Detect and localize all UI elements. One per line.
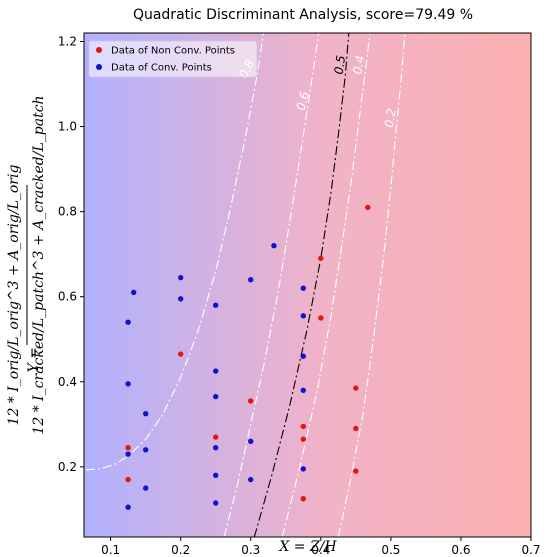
y-tick-label-0-2: 0.2 — [58, 460, 77, 474]
contour-0-2 — [337, 33, 406, 537]
conv-point-15 — [213, 500, 219, 506]
legend-marker-non-conv — [96, 47, 102, 53]
contour-0-6 — [223, 33, 320, 537]
conv-point-17 — [248, 438, 254, 444]
non-conv-point-9 — [318, 315, 324, 321]
y-tick-label-0-6: 0.6 — [58, 290, 77, 304]
x-tick-label-0-5: 0.5 — [381, 543, 400, 557]
contour-labels: 0.80.60.50.40.2 — [236, 54, 399, 128]
non-conv-point-3 — [213, 434, 219, 440]
contour-0-4 — [281, 33, 371, 537]
non-conv-point-0 — [125, 445, 131, 451]
contour-label-0-2: 0.2 — [382, 107, 399, 128]
contour-0-5 — [253, 33, 350, 537]
legend-label-non-conv: Data of Non Conv. Points — [111, 46, 235, 57]
x-tick-label-0-3: 0.3 — [241, 543, 260, 557]
conv-point-10 — [213, 302, 219, 308]
x-axis-ticks: 0.1 0.2 0.3 0.4 0.5 0.6 0.7 — [101, 537, 541, 557]
contour-label-0-5: 0.5 — [332, 54, 349, 75]
conv-point-4 — [131, 289, 137, 296]
conv-point-16 — [248, 277, 254, 283]
conv-point-21 — [300, 313, 306, 319]
conv-point-7 — [143, 485, 149, 491]
conv-point-5 — [143, 411, 149, 417]
legend-label-conv: Data of Conv. Points — [111, 63, 212, 74]
contour-label-0-4: 0.4 — [350, 54, 367, 75]
y-axis-label-numerator: 12 * I_orig/L_orig^3 + A_orig/L_orig — [6, 165, 22, 426]
non-conv-point-11 — [353, 425, 359, 432]
non-conv-point-7 — [300, 496, 306, 502]
conv-point-9 — [178, 296, 184, 302]
conv-point-6 — [143, 447, 149, 453]
y-axis-ticks: 0.2 0.4 0.6 0.8 1.0 1.2 — [58, 35, 84, 474]
legend-box — [88, 40, 258, 78]
non-conv-point-4 — [248, 398, 254, 404]
x-tick-label-0-6: 0.6 — [451, 543, 470, 557]
conv-point-2 — [125, 451, 131, 457]
non-conv-point-2 — [178, 351, 184, 357]
conv-point-12 — [213, 393, 219, 400]
non-conv-point-12 — [353, 468, 359, 474]
plot-frame — [83, 32, 532, 538]
y-tick-label-1-2: 1.2 — [58, 35, 77, 49]
x-tick-label-0-4: 0.4 — [311, 543, 330, 557]
conv-point-22 — [300, 353, 306, 359]
y-tick-label-0-8: 0.8 — [58, 205, 77, 219]
y-axis-label-denominator: 12 * I_cracked/L_patch^3 + A_cracked/L_p… — [31, 95, 47, 434]
conv-point-13 — [213, 445, 219, 451]
conv-point-20 — [300, 285, 306, 291]
conv-point-1 — [125, 381, 131, 387]
contour-0-8 — [86, 33, 264, 471]
conv-point-24 — [300, 466, 306, 472]
non-conv-point-6 — [300, 436, 306, 442]
y-axis-label: Y = 12 * I_orig/L_orig^3 + A_orig/L_orig… — [6, 95, 47, 434]
x-axis-label: X = Z/H — [278, 539, 337, 555]
conv-point-3 — [125, 504, 131, 510]
contour-lines — [86, 33, 406, 537]
legend: Data of Non Conv. Points Data of Conv. P… — [88, 40, 258, 78]
non-conv-point-1 — [125, 476, 131, 483]
y-tick-label-0-4: 0.4 — [58, 375, 77, 389]
non-conv-point-5 — [300, 423, 306, 430]
conv-point-23 — [300, 387, 306, 393]
y-tick-label-1-0: 1.0 — [58, 120, 77, 134]
data-points — [125, 204, 371, 510]
conv-point-18 — [248, 476, 254, 483]
conv-point-14 — [213, 472, 219, 478]
legend-marker-conv — [96, 64, 102, 70]
contour-label-0-6: 0.6 — [294, 90, 312, 112]
y-axis-label-prefix: Y = — [26, 347, 42, 372]
conv-point-8 — [178, 274, 184, 281]
non-conv-point-10 — [353, 385, 359, 391]
non-conv-point-13 — [365, 204, 371, 211]
plot-background — [84, 33, 531, 537]
x-tick-label-0-2: 0.2 — [171, 543, 190, 557]
conv-point-19 — [271, 243, 277, 249]
x-tick-label-0-7: 0.7 — [521, 543, 540, 557]
x-tick-label-0-1: 0.1 — [101, 543, 120, 557]
conv-point-11 — [213, 368, 219, 374]
conv-point-0 — [125, 319, 131, 325]
chart-title: Quadratic Discriminant Analysis, score=7… — [133, 7, 473, 23]
non-conv-point-8 — [318, 255, 324, 262]
